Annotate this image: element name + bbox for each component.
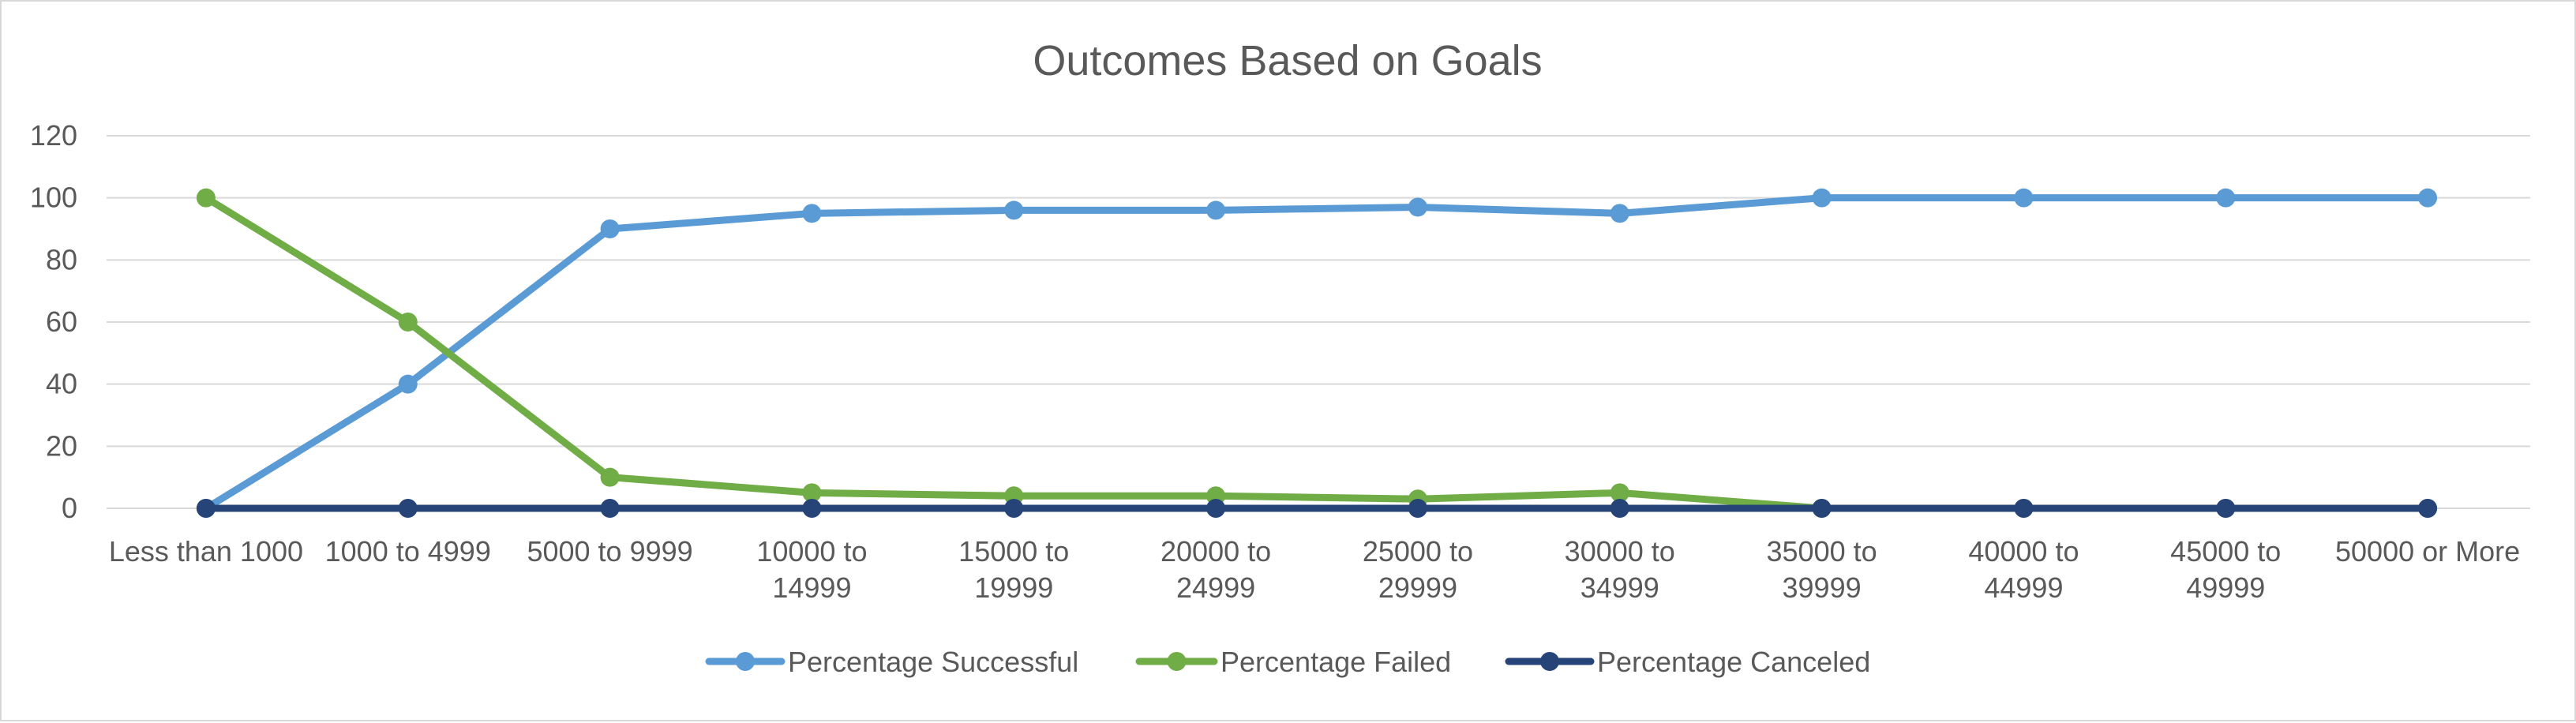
series-layer	[196, 188, 2438, 518]
data-point	[398, 374, 418, 394]
data-point	[1004, 499, 1024, 518]
data-point	[600, 219, 620, 238]
x-tick-label: 44999	[1984, 571, 2063, 604]
data-point	[600, 499, 620, 518]
series-line	[202, 194, 2432, 512]
data-point	[1004, 200, 1024, 220]
data-point	[802, 204, 822, 223]
data-point	[802, 483, 822, 503]
legend-marker	[1167, 652, 1187, 671]
legend-label: Percentage Canceled	[1597, 646, 1870, 678]
data-point	[1206, 499, 1226, 518]
gridlines	[107, 135, 2530, 509]
x-tick-label: 20000 to	[1161, 535, 1271, 568]
data-point	[1610, 483, 1629, 503]
legend-item: Percentage Failed	[1135, 646, 1451, 678]
y-tick-label: 60	[46, 305, 77, 338]
data-point	[1408, 197, 1427, 217]
legend-marker	[736, 652, 755, 671]
x-tick-label: 1000 to 4999	[325, 535, 491, 568]
data-point	[196, 499, 216, 518]
data-point	[2418, 188, 2438, 208]
x-tick-label: 34999	[1580, 571, 1659, 604]
data-point	[1408, 499, 1427, 518]
y-tick-label: 120	[30, 119, 77, 152]
series-1	[196, 188, 2438, 518]
legend-marker	[1540, 652, 1559, 671]
data-point	[2216, 499, 2236, 518]
data-point	[2014, 499, 2034, 518]
series-0	[196, 188, 2438, 518]
x-tick-label: 49999	[2186, 571, 2265, 604]
x-tick-label: 10000 to	[756, 535, 867, 568]
data-point	[1610, 204, 1629, 223]
x-axis-ticks: Less than 1000 1000 to 4999 5000 to 9999 10…	[109, 535, 2520, 604]
data-point	[398, 499, 418, 518]
y-tick-label: 20	[46, 429, 77, 462]
series-2	[196, 499, 2438, 518]
y-tick-label: 100	[30, 182, 77, 214]
series-line	[202, 194, 2432, 512]
x-tick-label: 35000 to	[1767, 535, 1877, 568]
x-tick-label: 50000 or More	[2335, 535, 2520, 568]
data-point	[1812, 188, 1832, 208]
data-point	[802, 499, 822, 518]
data-point	[1812, 499, 1832, 518]
x-tick-label: 29999	[1378, 571, 1457, 604]
x-tick-label: 45000 to	[2170, 535, 2281, 568]
x-tick-label: 19999	[974, 571, 1053, 604]
x-tick-label: Less than 1000	[109, 535, 303, 568]
legend-item: Percentage Canceled	[1505, 646, 1870, 678]
data-point	[2418, 499, 2438, 518]
legend-label: Percentage Failed	[1221, 646, 1451, 678]
y-axis-ticks: 0 20 40 60 80 100 120	[30, 119, 77, 524]
y-tick-label: 0	[62, 492, 77, 524]
x-tick-label: 40000 to	[1968, 535, 2079, 568]
data-point	[1206, 200, 1226, 220]
data-point	[398, 313, 418, 332]
data-point	[2014, 188, 2034, 208]
x-tick-label: 5000 to 9999	[527, 535, 692, 568]
x-tick-label: 24999	[1176, 571, 1255, 604]
x-tick-label: 39999	[1783, 571, 1862, 604]
legend-item: Percentage Successful	[705, 646, 1078, 678]
y-tick-label: 80	[46, 243, 77, 275]
data-point	[2216, 188, 2236, 208]
legend-label: Percentage Successful	[788, 646, 1078, 678]
chart-title: Outcomes Based on Goals	[1033, 37, 1542, 84]
y-tick-label: 40	[46, 368, 77, 400]
x-tick-label: 30000 to	[1565, 535, 1675, 568]
legend: Percentage Successful Percentage Failed Pe…	[705, 646, 1870, 678]
x-tick-label: 15000 to	[958, 535, 1069, 568]
data-point	[600, 467, 620, 487]
x-tick-label: 25000 to	[1363, 535, 1473, 568]
data-point	[196, 188, 216, 208]
data-point	[1610, 499, 1629, 518]
x-tick-label: 14999	[772, 571, 851, 604]
